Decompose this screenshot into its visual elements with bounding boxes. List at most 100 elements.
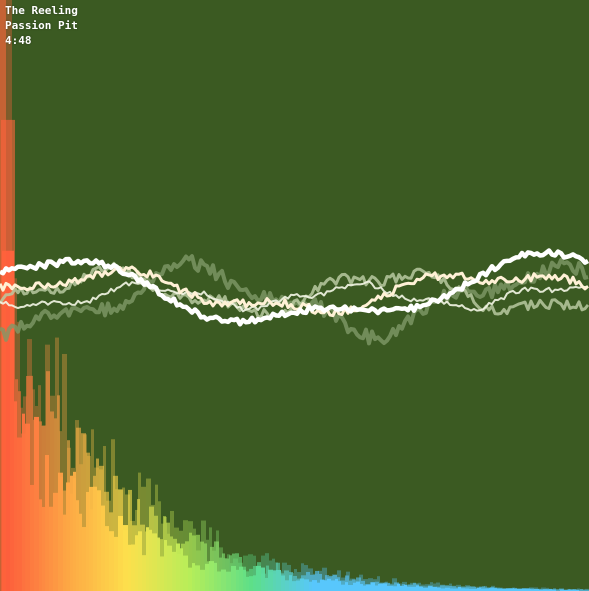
spectrum-bar: [322, 567, 327, 591]
spectrum-bar: [320, 579, 324, 591]
spectrum-bar: [543, 589, 547, 591]
spectrum-bar: [304, 579, 309, 591]
spectrum-bar: [327, 578, 331, 591]
spectrum-bar: [312, 580, 317, 591]
spectrum-bar: [296, 580, 300, 591]
spectrum-bar: [289, 575, 292, 591]
spectrum-bar: [188, 567, 192, 591]
spectrum-bar: [63, 514, 66, 591]
spectrum-bar: [101, 505, 105, 591]
spectrum-bar: [89, 486, 93, 591]
spectrum-bar: [338, 581, 341, 591]
spectrum-bar: [473, 588, 477, 591]
spectrum-bar: [453, 588, 458, 591]
spectrum-bar: [164, 540, 167, 591]
spectrum-bar: [366, 584, 371, 591]
spectrum-bar: [273, 570, 276, 591]
spectrum-bar: [509, 588, 514, 591]
spectrum-bar: [268, 569, 273, 591]
spectrum-bar: [209, 561, 214, 591]
spectrum-bar: [531, 589, 534, 591]
spectrum-bar: [157, 537, 160, 591]
spectrum-bar: [62, 353, 67, 591]
spectrum-bar: [176, 543, 180, 591]
spectrum-bar: [118, 515, 123, 591]
spectrum-bar: [261, 567, 265, 591]
spectrum-bar: [172, 551, 176, 591]
spectrum-bar: [526, 589, 531, 591]
spectrum-bar: [486, 588, 489, 591]
spectrum-bar: [195, 565, 200, 591]
spectrum-bar: [348, 585, 353, 591]
spectrum-bar: [167, 545, 172, 591]
spectrum-bar: [128, 544, 131, 591]
spectrum-bar: [353, 582, 356, 591]
spectrum-bar: [285, 580, 289, 591]
waveform-line: [0, 280, 589, 313]
spectrum-bar: [114, 536, 118, 591]
waveform-line: [0, 265, 589, 318]
spectrum-bar: [123, 525, 128, 591]
spectrum-bar: [205, 563, 209, 591]
spectrum-bar: [335, 578, 338, 591]
spectrum-bar: [53, 492, 58, 591]
spectrum-bar: [556, 589, 559, 591]
spectrum-bar: [518, 588, 522, 591]
spectrum-bar: [445, 587, 450, 591]
spectrum-bar: [105, 526, 109, 591]
spectrum-bar: [86, 491, 89, 591]
spectrum-bar: [324, 580, 327, 591]
spectrum-bar: [407, 586, 411, 591]
spectrum-bar: [113, 475, 118, 591]
spectrum-bar: [10, 250, 14, 591]
spectrum-bar: [568, 589, 571, 591]
spectrum-bar: [390, 585, 393, 591]
spectrum-bar: [416, 585, 419, 591]
spectrum-bar: [552, 589, 556, 591]
spectrum-bar: [574, 589, 579, 591]
spectrum-bar: [397, 583, 400, 591]
spectrum-bar: [378, 583, 383, 591]
spectrum-bar: [131, 544, 135, 591]
spectrum-bar: [522, 588, 526, 591]
waveform-line: [0, 248, 589, 327]
spectrum-bar: [411, 586, 416, 591]
spectrum-bar: [146, 527, 149, 591]
spectrum-bar: [502, 588, 506, 591]
track-time: 4:48: [5, 34, 32, 47]
spectrum-bar: [356, 581, 360, 591]
spectrum-bar: [138, 531, 142, 591]
spectrum-bar: [292, 581, 296, 591]
spectrum-bar: [281, 575, 285, 591]
waveform-lines: [0, 248, 589, 346]
spectrum-bar: [239, 566, 243, 591]
spectrum-bar: [142, 555, 146, 591]
spectrum-bar: [30, 484, 34, 591]
spectrum-bar: [217, 571, 221, 591]
spectrum-bar: [458, 586, 461, 591]
spectrum-bar: [97, 490, 101, 591]
spectrum-bar: [49, 506, 53, 591]
spectrum-bar: [534, 588, 539, 591]
spectrum-bar: [14, 401, 17, 591]
spectrum-bar: [481, 588, 486, 591]
spectrum-bar: [192, 563, 195, 591]
spectrum-bar: [450, 588, 453, 591]
spectrum-bar: [404, 584, 407, 591]
spectrum-bar: [79, 513, 82, 591]
spectrum-bar: [76, 500, 79, 591]
spectrum-bar: [477, 587, 481, 591]
spectrum-bar: [571, 589, 574, 591]
spectrum-bar: [183, 555, 188, 591]
spectrum-bar: [432, 586, 437, 591]
spectrum-bar: [66, 482, 70, 591]
spectrum-bar: [300, 578, 304, 591]
spectrum-bar: [331, 580, 335, 591]
spectrum-bar: [539, 589, 543, 591]
spectrum-bar: [17, 437, 22, 591]
spectrum-bar: [253, 575, 256, 591]
waveform-line: [0, 261, 589, 320]
spectrum-bar: [196, 534, 200, 591]
